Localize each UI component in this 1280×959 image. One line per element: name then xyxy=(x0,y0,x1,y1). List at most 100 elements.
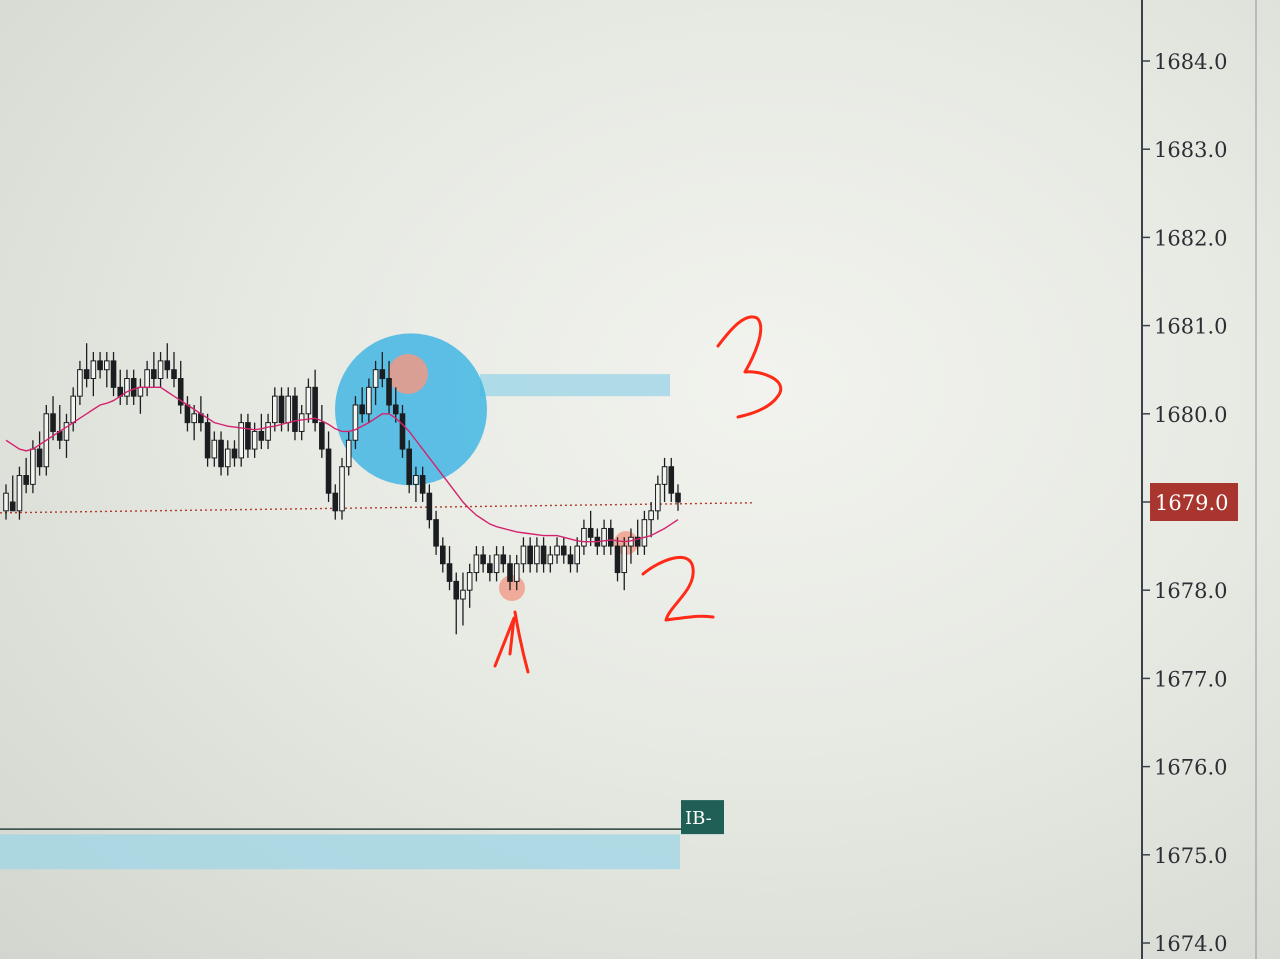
candle-body xyxy=(352,404,359,441)
candle xyxy=(204,413,211,467)
candle xyxy=(56,404,63,450)
candle-body xyxy=(292,395,298,432)
candle xyxy=(621,537,628,591)
candle xyxy=(272,387,278,432)
candle-body xyxy=(527,545,533,565)
candle xyxy=(406,440,412,494)
candle xyxy=(211,431,218,467)
candle xyxy=(90,352,97,397)
candle-body xyxy=(554,545,560,556)
candle xyxy=(224,440,231,476)
candle xyxy=(285,387,292,432)
candle xyxy=(480,546,486,573)
candle xyxy=(171,352,177,388)
candle-body xyxy=(366,386,372,415)
candle-body xyxy=(177,378,184,406)
candle xyxy=(547,546,554,573)
candle-body xyxy=(137,386,144,397)
candle xyxy=(325,431,332,502)
candle xyxy=(63,413,70,458)
candle xyxy=(392,387,399,423)
candle-body xyxy=(473,554,480,574)
candle xyxy=(527,537,533,573)
candle-body xyxy=(413,475,419,485)
candle xyxy=(77,360,83,405)
ib-zone xyxy=(0,834,680,870)
candle-body xyxy=(245,422,251,450)
candle xyxy=(493,546,500,582)
candle xyxy=(238,413,244,467)
candle xyxy=(372,360,379,405)
candle xyxy=(359,387,365,423)
candle-body xyxy=(540,545,547,565)
candle-body xyxy=(50,413,56,432)
candle xyxy=(587,510,594,547)
candle-body xyxy=(319,422,325,450)
axis-tick-label: 1682.0 xyxy=(1154,226,1227,250)
axis-tick-label: 1680.0 xyxy=(1154,403,1227,427)
current-price-tag xyxy=(1150,483,1238,521)
axis-tick-label: 1677.0 xyxy=(1154,667,1227,691)
candle xyxy=(668,457,675,502)
candle-body xyxy=(641,519,648,547)
candle xyxy=(581,519,587,555)
candle-body xyxy=(466,572,473,591)
candle-body xyxy=(493,554,500,574)
candle xyxy=(117,369,124,405)
candle-body xyxy=(339,466,345,512)
candle xyxy=(352,396,359,450)
candle xyxy=(473,546,480,582)
candle-body xyxy=(265,422,271,441)
candle xyxy=(500,546,507,573)
candle-body xyxy=(312,386,318,424)
candle-body xyxy=(426,492,433,521)
price-axis: 1684.0 1683.0 1682.0 1681.0 1680.0 1678.0 1677… xyxy=(1141,0,1257,959)
candle-body xyxy=(372,369,379,388)
candle-body xyxy=(648,510,654,521)
candle-body xyxy=(608,527,614,547)
ib-tag xyxy=(681,800,724,835)
candle-body xyxy=(30,448,36,485)
candle xyxy=(433,510,439,555)
candle xyxy=(23,457,29,494)
candle-body xyxy=(345,439,352,468)
candle-body xyxy=(534,545,540,565)
candle-body xyxy=(487,563,493,574)
candle-body xyxy=(16,475,23,512)
candle-body xyxy=(36,448,43,468)
candle xyxy=(298,404,305,441)
candle-body xyxy=(157,360,164,380)
candle xyxy=(507,554,513,591)
candle-body xyxy=(70,395,77,424)
candle xyxy=(292,387,298,441)
candle xyxy=(466,563,473,608)
candle xyxy=(50,396,56,441)
candle-body xyxy=(440,545,446,565)
candle-body xyxy=(520,545,527,565)
candle xyxy=(258,413,265,450)
candle-body xyxy=(325,448,332,494)
candle xyxy=(151,352,157,388)
candle xyxy=(251,422,258,458)
candle-body xyxy=(419,475,426,494)
candle xyxy=(70,387,77,432)
resistance-zone xyxy=(480,374,670,397)
candle-body xyxy=(675,492,681,503)
candle-body xyxy=(3,492,9,512)
candle-body xyxy=(513,563,520,582)
candle-body xyxy=(386,378,392,406)
top-marker-dot xyxy=(388,354,428,394)
candle xyxy=(137,378,144,414)
candle-body xyxy=(224,448,231,468)
candle-body xyxy=(567,554,574,565)
candle xyxy=(399,404,406,458)
candle xyxy=(36,431,43,476)
candle xyxy=(520,537,527,573)
candle-body xyxy=(668,466,675,494)
candle xyxy=(130,369,137,405)
candle xyxy=(319,404,325,458)
candle-body xyxy=(104,360,110,371)
zones-layer: IB- xyxy=(0,374,724,870)
candle-body xyxy=(547,554,554,565)
